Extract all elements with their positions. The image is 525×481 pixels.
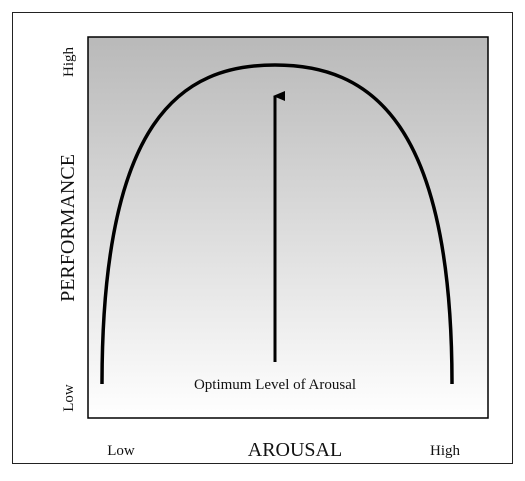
y-high: High: [61, 47, 77, 78]
y-low: Low: [61, 384, 77, 412]
x-high: High: [430, 443, 461, 459]
x-label: AROUSAL: [248, 439, 342, 461]
plot-area: [87, 36, 489, 419]
x-low: Low: [107, 443, 135, 459]
y-label: PERFORMANCE: [57, 154, 79, 302]
curve: [100, 63, 454, 385]
annotation: Optimum Level of Arousal: [194, 377, 356, 393]
